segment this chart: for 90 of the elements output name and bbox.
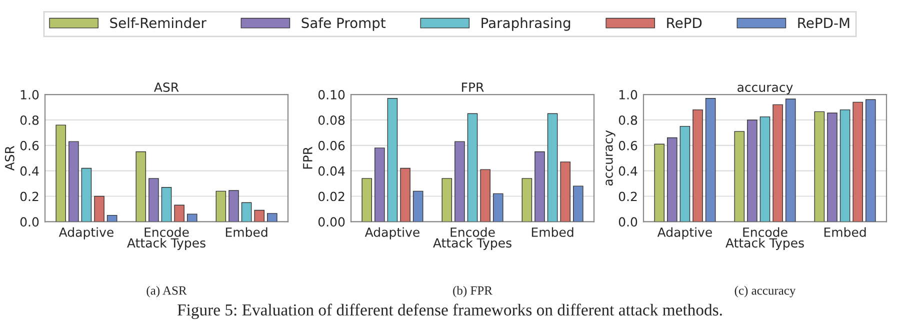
- y-tick-label: 0.8: [618, 115, 638, 125]
- bar: [56, 124, 66, 222]
- bar: [734, 131, 745, 222]
- bar: [654, 144, 664, 222]
- x-axis-title: Attack Types: [433, 238, 512, 250]
- bar: [106, 214, 118, 222]
- chart-title: accuracy: [738, 84, 793, 94]
- bar: [560, 162, 570, 222]
- bar: [412, 190, 424, 222]
- y-tick-label: 1.0: [20, 90, 39, 100]
- bar: [705, 98, 716, 222]
- legend-label: RePD: [667, 18, 702, 28]
- bar: [81, 168, 92, 222]
- x-tick-label: Encode: [743, 227, 788, 237]
- bar: [174, 204, 184, 222]
- bar: [852, 102, 863, 222]
- y-tick-label: 0.4: [20, 166, 39, 176]
- bar: [216, 190, 226, 222]
- bar: [374, 148, 385, 222]
- bar: [228, 190, 239, 222]
- x-tick-label: Embed: [226, 227, 268, 237]
- bar: [267, 213, 278, 222]
- x-axis-title: Attack Types: [726, 238, 804, 250]
- y-tick-label: 0.04: [318, 166, 345, 176]
- bar: [827, 112, 838, 222]
- bar: [760, 116, 770, 222]
- chart-title: FPR: [462, 82, 484, 92]
- x-tick-label: Adaptive: [364, 227, 420, 240]
- bar: [814, 111, 825, 222]
- y-tick-label: 0.02: [318, 192, 344, 202]
- bar: [785, 98, 796, 222]
- bar: [186, 214, 198, 222]
- bar: [400, 168, 410, 222]
- y-tick-label: 0.2: [618, 192, 637, 202]
- bar: [692, 109, 703, 222]
- bar: [94, 196, 104, 222]
- y-tick-label: 0.6: [20, 140, 39, 150]
- bar: [866, 99, 876, 222]
- y-tick-label: 0.8: [20, 115, 39, 125]
- legend-label: Self-Reminder: [110, 17, 206, 28]
- bar: [362, 178, 372, 222]
- bar: [148, 178, 159, 222]
- bar: [387, 98, 398, 222]
- y-axis-title: accuracy: [606, 130, 616, 186]
- bar: [667, 137, 678, 222]
- bar: [68, 141, 79, 222]
- bar: [772, 104, 783, 222]
- legend-label: Paraphrasing: [482, 17, 570, 31]
- bar: [680, 126, 690, 222]
- bar: [480, 169, 490, 222]
- caption: Figure 5: Evaluation of different defense frameworks on different attack methods.: [177, 304, 722, 319]
- legend-label: RePD-M: [798, 18, 850, 28]
- y-tick-label: 0.10: [318, 90, 345, 100]
- bar: [136, 151, 146, 222]
- text: (c) accuracy: [734, 286, 796, 298]
- y-tick-label: 0.0: [618, 217, 638, 227]
- y-tick-label: 1.0: [619, 90, 638, 100]
- y-tick-label: 0.00: [318, 217, 345, 227]
- y-axis-title: ASR: [4, 146, 14, 171]
- bar: [534, 151, 545, 222]
- legend-label: Safe Prompt: [302, 17, 386, 31]
- bar: [492, 193, 504, 222]
- chart-title: ASR: [154, 82, 179, 92]
- bar: [522, 178, 532, 222]
- bar: [254, 210, 264, 222]
- x-axis-title: Attack Types: [127, 238, 206, 250]
- y-tick-label: 0.4: [618, 166, 638, 176]
- y-tick-label: 0.08: [318, 115, 345, 125]
- bar: [161, 187, 172, 222]
- text: (a) ASR: [146, 286, 187, 298]
- y-axis-title: FPR: [303, 146, 312, 169]
- x-tick-label: Adaptive: [58, 227, 114, 240]
- y-tick-label: 0.0: [20, 217, 39, 227]
- x-tick-label: Adaptive: [657, 227, 712, 240]
- bar: [547, 113, 558, 222]
- y-tick-label: 0.06: [318, 140, 345, 150]
- y-tick-label: 0.6: [618, 140, 638, 150]
- bar: [241, 202, 252, 222]
- bar: [573, 186, 584, 222]
- bar: [747, 120, 758, 222]
- bar: [467, 113, 478, 222]
- bar: [454, 141, 465, 222]
- text: (b) FPR: [453, 286, 492, 298]
- bar: [840, 109, 850, 222]
- x-tick-label: Embed: [532, 227, 574, 237]
- bar: [442, 178, 452, 222]
- x-tick-label: Encode: [144, 227, 189, 237]
- x-tick-label: Encode: [450, 227, 495, 237]
- y-tick-label: 0.2: [20, 192, 38, 202]
- x-tick-label: Embed: [824, 227, 866, 237]
